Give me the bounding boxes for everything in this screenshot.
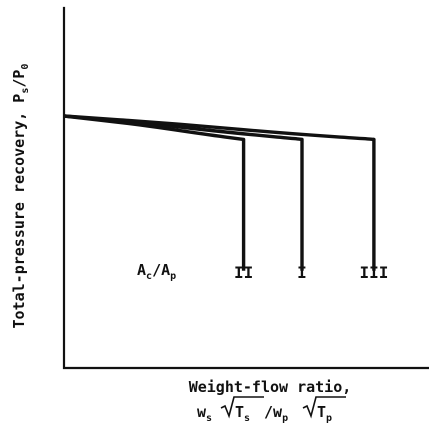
y-axis-label: Total-pressure recovery, Ps/P0: [10, 64, 31, 329]
sqrt-symbol-2: [302, 396, 346, 419]
series-line-II: [63, 114, 246, 271]
axes: [62, 6, 429, 370]
series-line-III: [63, 114, 376, 271]
x-label-slash-wp: /wp: [264, 403, 288, 424]
series-line-I: [63, 114, 304, 271]
x-axis-label-line2: ws Ts /wp Tp: [197, 396, 346, 424]
area-ratio-annotation: Ac/Ap: [137, 261, 176, 282]
x-axis-label-line1: Weight-flow ratio,: [189, 378, 352, 396]
series-label-II: II: [234, 263, 253, 282]
x-label-Tp: Tp: [317, 403, 332, 424]
x-label-Ts: Ts: [235, 403, 250, 424]
series-layer: II I III: [63, 114, 388, 282]
x-label-ws: ws: [197, 403, 212, 424]
series-label-I: I: [297, 263, 307, 282]
sqrt-symbol-1: [220, 396, 264, 419]
series-label-III: III: [359, 263, 388, 282]
